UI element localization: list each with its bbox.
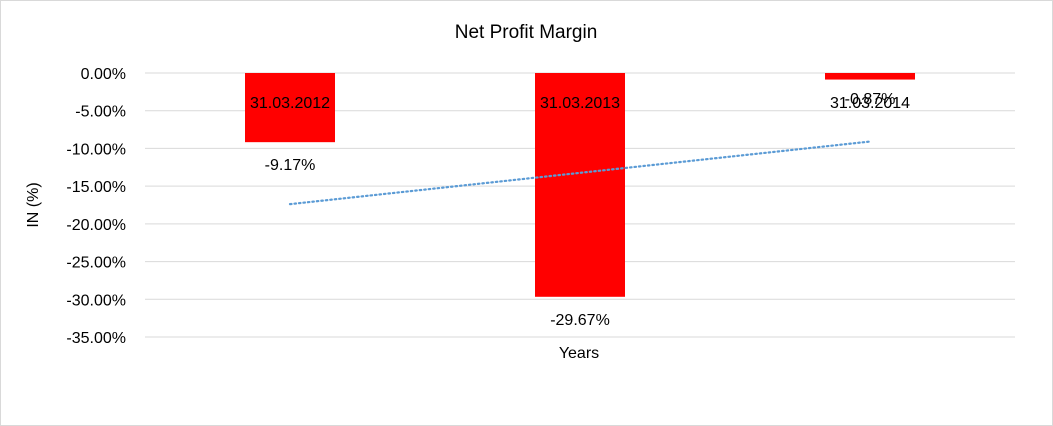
category-label: 31.03.2013 [540,95,620,112]
y-tick-label: -30.00% [66,292,126,309]
y-tick-label: -35.00% [66,330,126,347]
y-tick-label: -25.00% [66,255,126,272]
y-tick-label: -20.00% [66,217,126,234]
y-axis-tick-labels: 0.00% -5.00% -10.00% -15.00% -20.00% -25.00% -… [66,66,126,347]
y-tick-label: 0.00% [81,66,126,83]
y-tick-label: -15.00% [66,179,126,196]
bar [245,73,335,143]
y-tick-label: -5.00% [75,104,126,121]
y-axis-title: IN (%) [25,182,42,227]
data-label: -9.17% [265,157,316,174]
data-label: -29.67% [550,312,610,329]
y-tick-label: -10.00% [66,141,126,158]
chart-title: Net Profit Margin [455,22,598,43]
x-axis-title: Years [559,345,599,362]
data-labels: -9.17% -29.67% -0.87% [265,91,896,329]
bar [535,73,625,297]
bars [245,73,915,297]
bar [825,73,915,80]
trendline-group [288,140,872,206]
category-label: 31.03.2014 [830,95,910,112]
data-label: -0.87% [845,91,896,108]
category-labels: 31.03.2012 31.03.2013 31.03.2014 [250,95,910,112]
category-label: 31.03.2012 [250,95,330,112]
trendline [288,140,872,206]
